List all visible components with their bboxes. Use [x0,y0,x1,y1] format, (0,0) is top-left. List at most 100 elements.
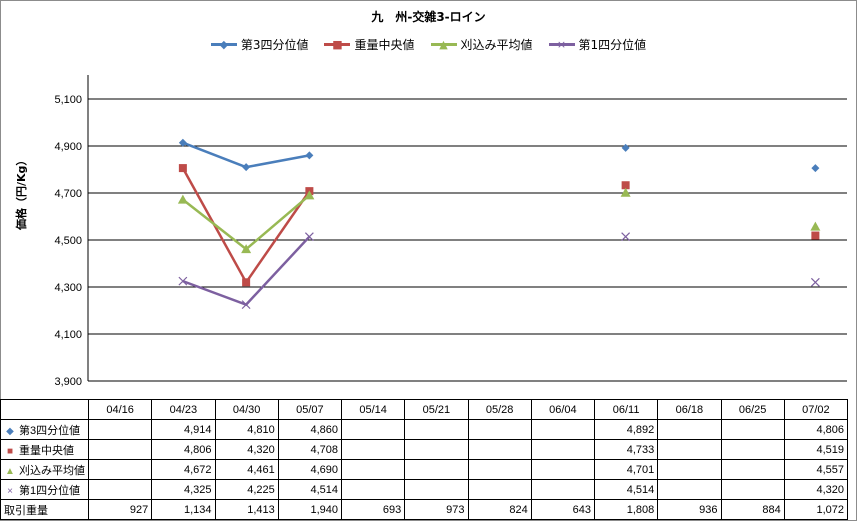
chart-title: 九 州-交雑3-ロイン [371,10,486,24]
y-tick-label: 3,900 [54,376,82,388]
y-tick-label: 4,100 [54,329,82,341]
data-label [404,479,469,500]
data-label [404,419,469,440]
data-label: 4,860 [277,419,343,440]
x-tick-label: 04/23 [151,399,216,420]
data-label: 4,514 [277,479,343,500]
legend-label: 第3四分位値 [240,38,309,52]
legend-entry: ■ 重量中央値 [324,36,415,53]
data-label: 1,134 [151,499,216,520]
table-row: ◆ 第3四分位値 4,914 4,810 4,860 4,892 4,806 [0,419,849,440]
data-label: 1,072 [783,499,849,520]
data-label: 4,461 [214,459,279,480]
x-tick-label: 05/21 [404,399,469,420]
data-label: 884 [720,499,785,520]
data-label [530,419,596,440]
data-point [178,138,187,147]
data-label [657,479,722,500]
data-label [530,439,596,460]
legend-swatch: × [548,39,575,50]
data-label [467,479,532,500]
data-point [810,277,820,287]
table-row-label: 取引重量 [0,499,89,520]
data-label: 1,413 [214,499,279,520]
table-row-label: ◆ 第3四分位値 [0,419,89,440]
table-row-label: ▲ 刈込み平均値 [0,459,89,480]
data-label: 936 [657,499,722,520]
data-label: 4,672 [151,459,216,480]
x-tick-label: 06/04 [530,399,596,420]
data-point [621,232,631,242]
y-tick-label: 4,300 [54,282,82,294]
data-label: 4,892 [593,419,659,440]
data-label [657,459,722,480]
legend-key-icon: × [7,485,13,497]
data-label: 693 [340,499,406,520]
data-label: 4,806 [783,419,849,440]
data-label: 4,810 [214,419,279,440]
table-header-row: 04/16 04/23 04/30 05/07 05/14 05/21 05/28 06/04… [0,399,849,420]
data-label [720,439,785,460]
data-label [467,439,532,460]
data-label: 4,325 [151,479,216,500]
data-label [657,439,722,460]
data-point [620,187,631,197]
data-point [177,194,188,204]
data-point [241,300,251,310]
plot-area: 3,900 4,100 4,300 4,500 4,700 4,900 5,100 [54,75,847,388]
x-tick-label: 04/30 [214,399,279,420]
data-label [467,459,532,480]
data-label: 4,806 [151,439,216,460]
data-label: 4,690 [277,459,343,480]
data-label: 4,225 [214,479,279,500]
table-row: × 第1四分位値 4,325 4,225 4,514 4,514 4,320 [0,479,849,500]
data-label: 927 [87,499,153,520]
data-point [178,276,188,286]
data-point [811,231,820,240]
data-point [621,143,630,152]
y-tick-label: 5,100 [54,94,82,106]
data-point [242,278,251,287]
legend-label: 重量中央値 [354,38,415,52]
legend-key-icon: ■ [6,445,14,457]
data-point [811,164,820,173]
legend: ◆ 第3四分位値 ■ 重量中央値 ▲ 刈込み平均値 × 第1四分位値 [0,36,857,53]
table-corner [0,399,89,420]
data-label: 1,940 [277,499,343,520]
data-label [340,419,406,440]
data-label: 4,519 [783,439,849,460]
data-point [241,244,252,254]
legend-swatch: ◆ [210,39,237,50]
table-row-label: ■ 重量中央値 [0,439,89,460]
data-label [530,459,596,480]
data-point [621,181,630,190]
x-tick-label: 06/25 [720,399,785,420]
data-label [720,459,785,480]
data-point [305,151,314,160]
x-tick-label: 06/18 [657,399,722,420]
data-label: 4,514 [593,479,659,500]
data-label: 4,557 [783,459,849,480]
y-tick-label: 4,500 [54,235,82,247]
series-line-2 [181,167,311,285]
legend-label: 刈込み平均値 [460,38,533,52]
data-label [530,479,596,500]
data-label [340,439,406,460]
data-point [304,190,315,200]
data-label [87,479,153,500]
data-label: 4,914 [151,419,216,440]
data-label: 4,701 [593,459,659,480]
x-tick-label: 07/02 [783,399,849,420]
data-point [242,163,251,172]
data-label [340,479,406,500]
data-label [87,439,153,460]
legend-key-icon: ▲ [5,465,15,477]
data-point [304,232,314,242]
data-table: 04/16 04/23 04/30 05/07 05/14 05/21 05/28 06/04… [0,399,849,520]
table-row: ▲ 刈込み平均値 4,672 4,461 4,690 4,701 4,557 [0,459,849,480]
table-row: ■ 重量中央値 4,806 4,320 4,708 4,733 4,519 [0,439,849,460]
data-label [467,419,532,440]
data-label [720,479,785,500]
x-tick-label: 05/28 [467,399,532,420]
x-tick-label: 04/16 [87,399,153,420]
